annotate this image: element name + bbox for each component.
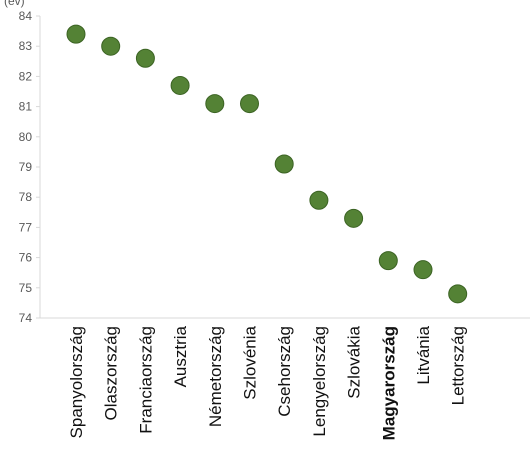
y-tick-label: 83	[19, 39, 33, 53]
y-axis-label: (év)	[4, 0, 25, 8]
x-tick-label: Lengyelország	[310, 326, 329, 437]
data-point	[413, 260, 433, 280]
data-point	[170, 75, 190, 95]
data-points	[66, 24, 468, 304]
y-tick-label: 82	[19, 69, 33, 83]
y-tick-label: 74	[19, 311, 33, 325]
x-tick-label: Ausztria	[171, 325, 190, 387]
y-tick-label: 79	[19, 160, 33, 174]
x-tick-label: Németország	[206, 326, 225, 427]
data-point	[274, 154, 294, 174]
data-point	[135, 48, 155, 68]
x-tick-label: Spanyolország	[67, 326, 86, 438]
data-point	[344, 208, 364, 228]
x-tick-labels: Spanyolország Olaszország Franciaország Aus…	[67, 325, 468, 440]
x-tick-label: Olaszország	[102, 326, 121, 420]
y-tick-labels: 74 75 76 77 78 79 80 81 82 83 84	[19, 9, 40, 325]
y-tick-label: 75	[19, 281, 33, 295]
data-point	[205, 94, 225, 114]
x-tick-label: Csehország	[275, 326, 294, 417]
data-point	[66, 24, 86, 44]
data-point	[448, 284, 468, 304]
x-tick-label: Lettország	[449, 326, 468, 405]
x-tick-label: Franciaország	[136, 326, 155, 434]
y-tick-label: 84	[19, 9, 33, 23]
data-point	[101, 36, 121, 56]
y-tick-label: 78	[19, 190, 33, 204]
y-tick-label: 80	[19, 130, 33, 144]
x-tick-label: Magyarország	[379, 326, 398, 440]
data-point	[378, 251, 398, 271]
data-point	[309, 190, 329, 210]
x-tick-label: Szlovákia	[345, 325, 364, 398]
y-tick-label: 76	[19, 251, 33, 265]
x-tick-label: Szlovénia	[241, 325, 260, 399]
x-tick-label: Litvánia	[414, 325, 433, 384]
y-tick-label: 77	[19, 220, 33, 234]
data-point	[240, 94, 259, 114]
y-tick-label: 81	[19, 100, 33, 114]
